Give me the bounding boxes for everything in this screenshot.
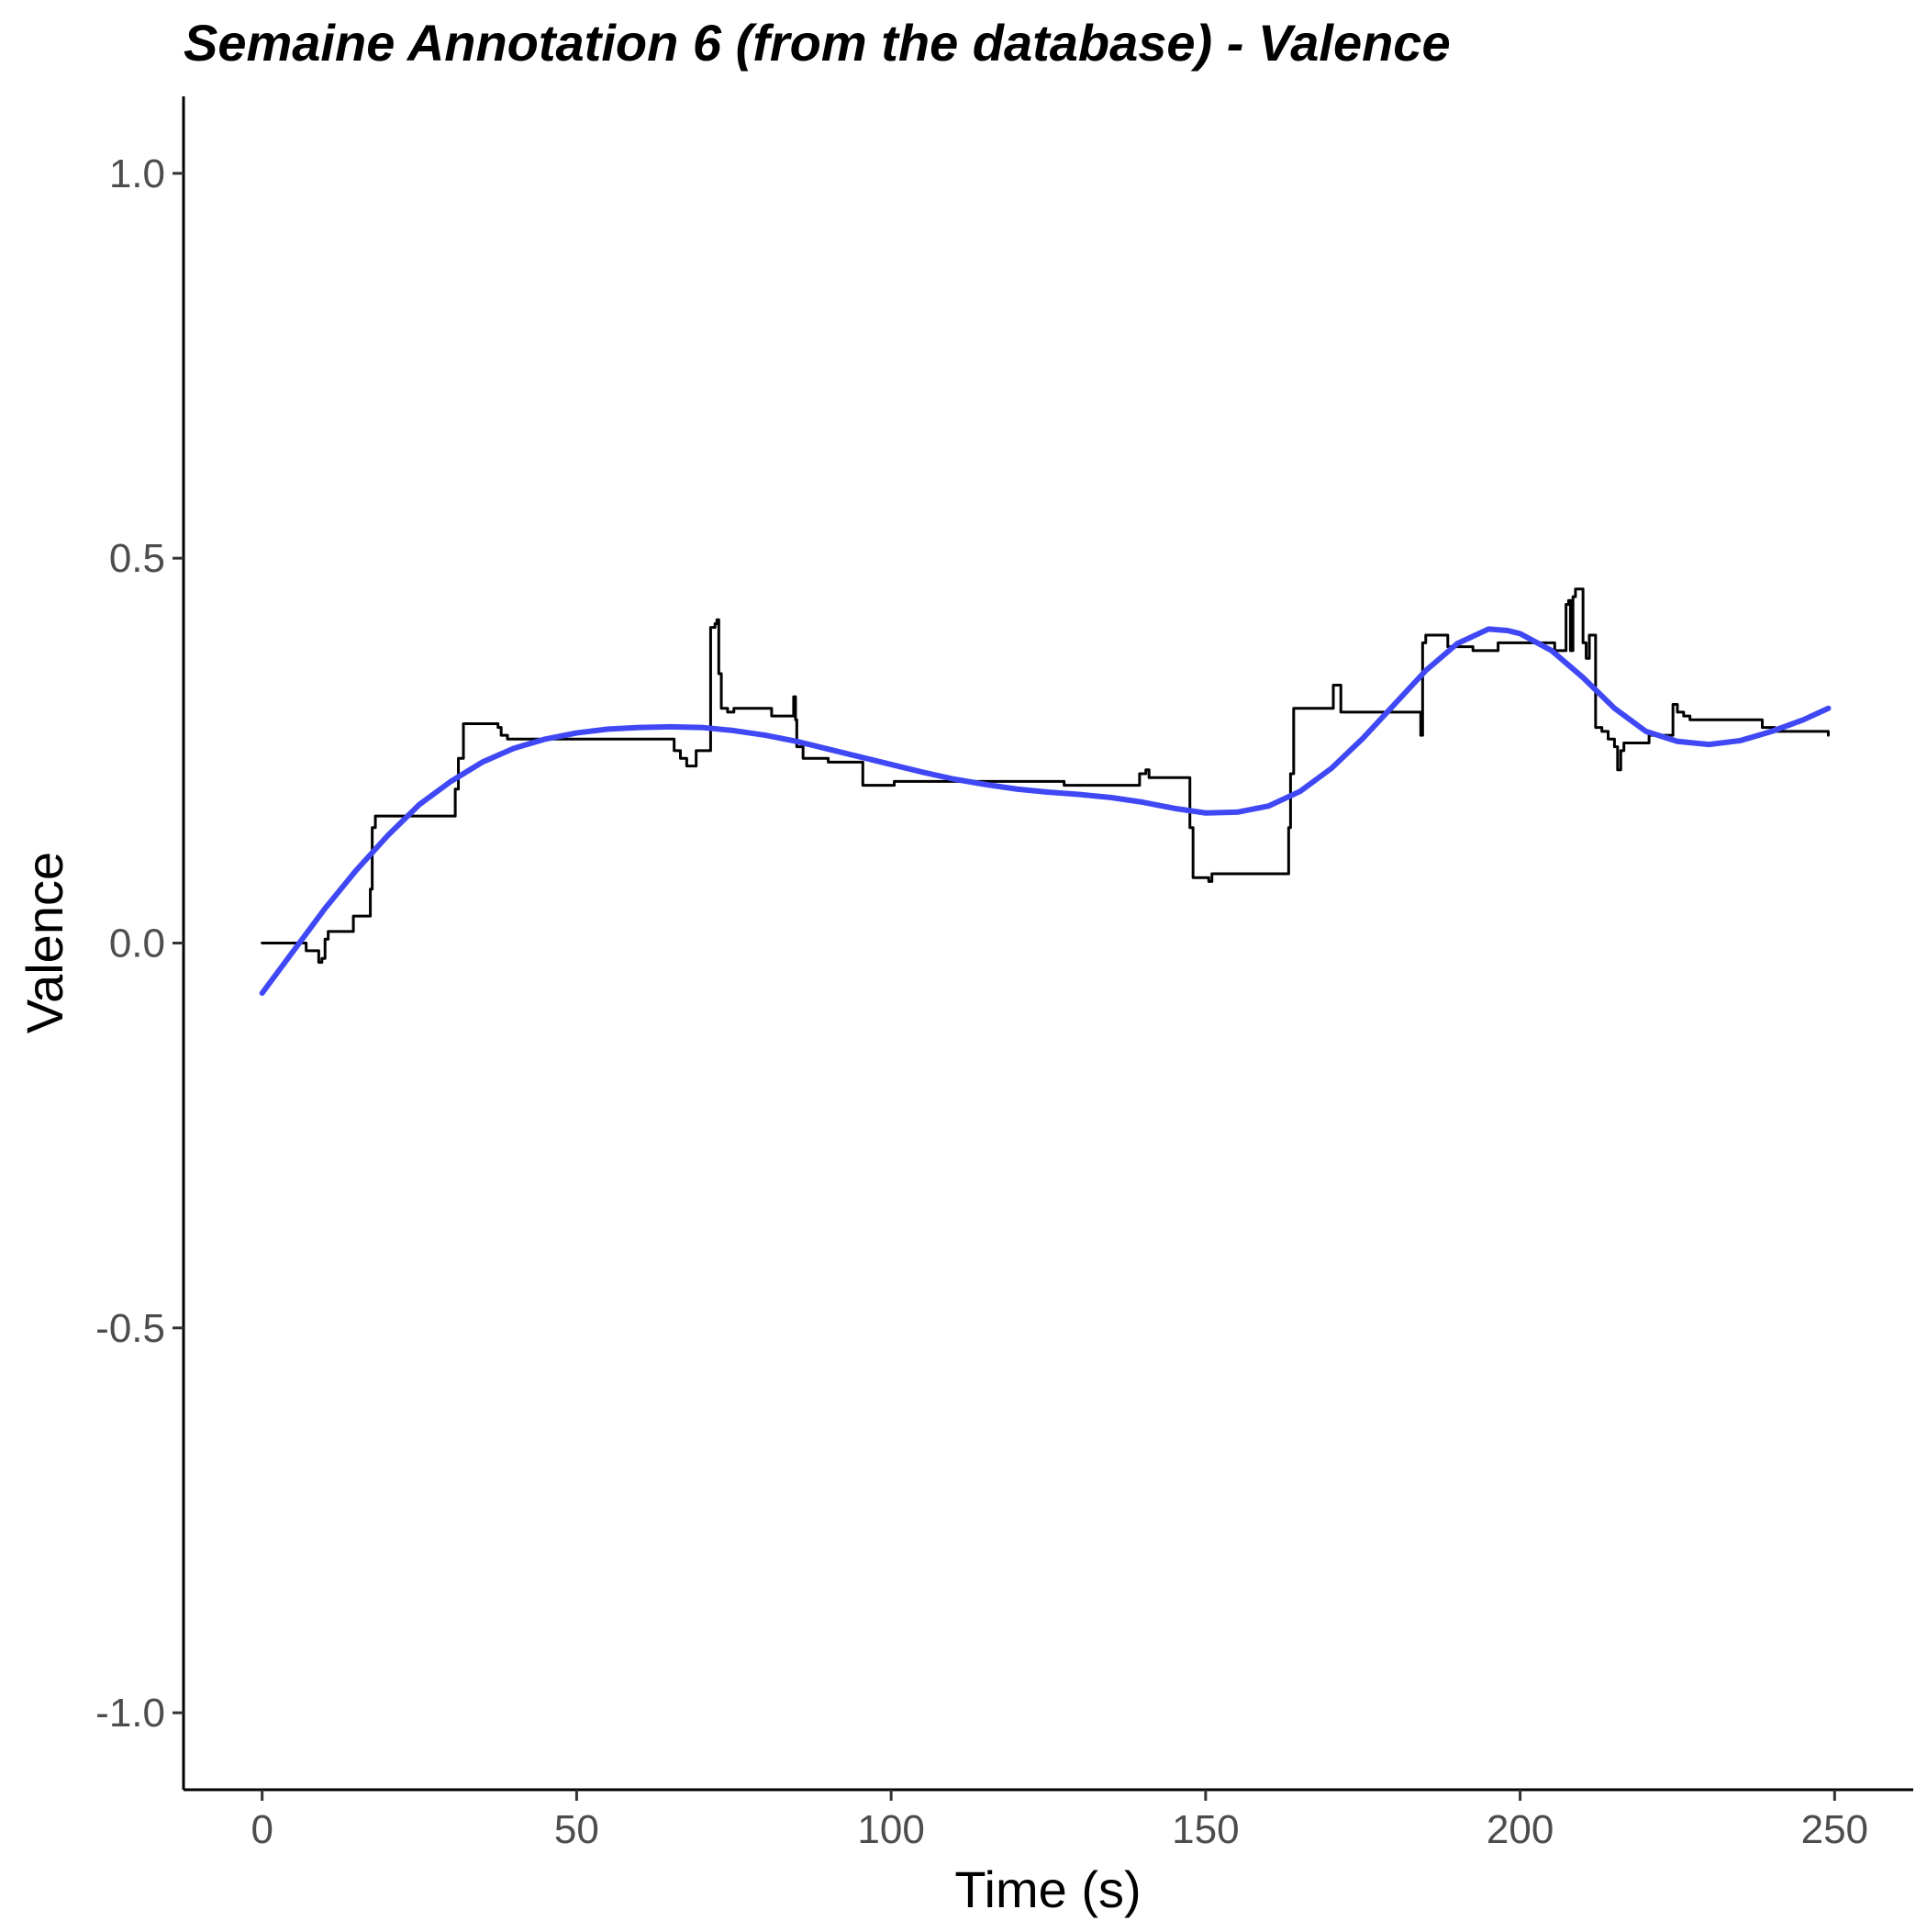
plot-region <box>259 587 1832 997</box>
valence-annotation-line <box>261 587 1830 964</box>
x-tick-label: 100 <box>857 1807 924 1852</box>
y-tick-label: -1.0 <box>95 1691 165 1736</box>
x-tick-label: 0 <box>251 1807 273 1852</box>
x-tick-label: 200 <box>1487 1807 1554 1852</box>
series-layer <box>259 587 1832 997</box>
y-tick-label: 1.0 <box>109 151 165 196</box>
x-tick-label: 150 <box>1172 1807 1239 1852</box>
x-axis-ticks: 0 50 100 150 200 250 <box>251 1790 1868 1852</box>
x-tick-label: 250 <box>1801 1807 1868 1852</box>
y-tick-label: 0.5 <box>109 536 165 581</box>
y-tick-label: -0.5 <box>95 1306 165 1351</box>
y-tick-label: 0.0 <box>109 921 165 966</box>
x-axis-title: Time (s) <box>954 1860 1141 1918</box>
smoothed-trend-line <box>259 626 1832 997</box>
chart-title: Semaine Annotation 6 (from the database)… <box>184 14 1451 72</box>
y-axis-ticks: -1.0 -0.5 0.0 0.5 1.0 <box>95 151 184 1736</box>
y-axis-title: Valence <box>16 852 73 1033</box>
x-tick-label: 50 <box>554 1807 599 1852</box>
